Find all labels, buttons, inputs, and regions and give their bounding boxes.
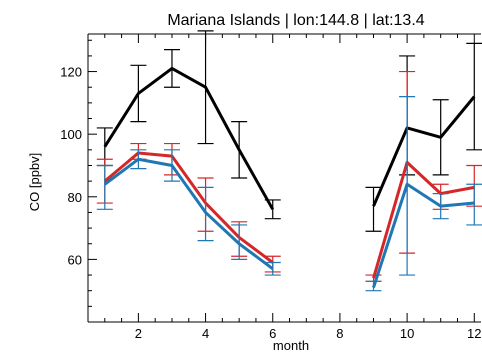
series-0 [96,30,482,232]
series-line [103,66,275,211]
error-bar [365,186,382,232]
x-tick-label: 12 [467,326,481,341]
x-tick-label: 10 [400,326,414,341]
series-line [103,151,274,264]
error-bar [96,164,113,210]
chart-title: Mariana Islands | lon:144.8 | lat:13.4 [167,12,424,29]
plot-area [96,30,482,292]
series-2 [96,96,482,292]
error-bar [466,42,482,151]
series-line [372,160,475,279]
x-tick-label: 2 [135,326,142,341]
series-line [372,182,475,289]
series-line [103,157,274,270]
x-tick-label: 6 [269,326,276,341]
x-tick-label: 4 [202,326,209,341]
y-tick-label: 60 [68,252,82,267]
error-bar [466,183,482,226]
series-1 [96,70,482,282]
series-line [372,95,476,207]
y-tick-label: 80 [68,190,82,205]
x-tick-label: 8 [336,326,343,341]
x-axis-label: month [273,338,309,352]
y-axis-label: CO [ppbv] [27,153,42,212]
y-tick-label: 100 [60,127,82,142]
axes: 2 4 6 8 10 12 60 80 100 120 [60,33,482,341]
y-tick-label: 120 [60,65,82,80]
